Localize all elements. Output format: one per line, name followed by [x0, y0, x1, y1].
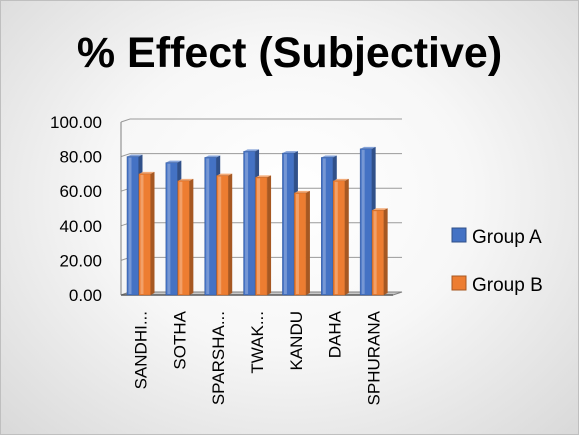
bar-highlight	[218, 176, 222, 294]
y-tick-label: 20.00	[59, 251, 102, 270]
y-tick-label: 40.00	[59, 217, 102, 236]
bar-highlight	[373, 211, 377, 294]
bar	[177, 180, 190, 296]
bar-top	[282, 151, 298, 154]
x-tick-label: TWAK...	[248, 311, 267, 374]
legend-label: Group B	[472, 275, 543, 296]
bar	[282, 152, 295, 296]
bar-side	[344, 178, 349, 295]
bar-side	[189, 178, 194, 295]
bar-highlight	[128, 157, 132, 294]
y-tick-label: 80.00	[59, 148, 102, 167]
x-tick-label: SANDHI...	[131, 311, 150, 389]
bar	[294, 192, 307, 296]
bar-top	[165, 160, 182, 163]
x-tick-label: SPHURANA	[365, 310, 384, 405]
bar-highlight	[295, 193, 299, 294]
bar-highlight	[283, 154, 287, 294]
bar	[216, 175, 229, 296]
x-tick-label: SPARSHA...	[209, 311, 228, 405]
legend-swatch	[451, 227, 467, 243]
bar-top	[204, 155, 221, 158]
bar	[255, 177, 268, 296]
x-tick-label: KANDU	[287, 311, 306, 371]
gridline-depth	[120, 118, 131, 123]
bar-side	[305, 190, 310, 295]
bar-highlight	[140, 174, 144, 294]
bar	[126, 156, 139, 296]
bar-side	[267, 175, 272, 295]
bar-highlight	[167, 163, 171, 294]
bar-top	[294, 190, 310, 193]
chart-title: % Effect (Subjective)	[76, 29, 503, 77]
bar-top	[127, 154, 143, 157]
legend-label: Group A	[472, 227, 542, 248]
bar-top	[333, 178, 349, 181]
bar-side	[150, 171, 155, 295]
gridline-depth	[120, 153, 131, 158]
x-tick-label: DAHA	[326, 310, 345, 358]
bar	[333, 180, 346, 296]
bar-top	[372, 208, 388, 211]
bar-side	[228, 173, 233, 295]
y-tick-label: 60.00	[59, 182, 102, 201]
bar-top	[216, 173, 233, 176]
bar-highlight	[361, 149, 365, 294]
bar-top	[243, 149, 260, 152]
bar-top	[255, 175, 272, 178]
bar	[359, 148, 372, 296]
bar-highlight	[322, 158, 326, 294]
bar-top	[321, 155, 337, 158]
bar-top	[360, 146, 376, 149]
legend-swatch	[451, 275, 467, 291]
bar-highlight	[179, 181, 183, 294]
bar-highlight	[334, 181, 338, 294]
bar-highlight	[245, 152, 249, 294]
bar-side	[383, 208, 388, 295]
y-tick-label: 0.00	[69, 286, 102, 305]
bar	[138, 173, 151, 296]
bar	[321, 157, 334, 296]
x-tick-label: SOTHA	[170, 310, 189, 369]
bar-top	[177, 178, 194, 181]
bar-highlight	[257, 178, 261, 294]
bar-highlight	[206, 158, 210, 294]
bar	[243, 151, 256, 296]
bar	[371, 209, 384, 296]
bar	[165, 162, 178, 296]
bar	[204, 157, 217, 296]
bar-top	[139, 171, 155, 174]
y-tick-label: 100.00	[50, 113, 102, 132]
